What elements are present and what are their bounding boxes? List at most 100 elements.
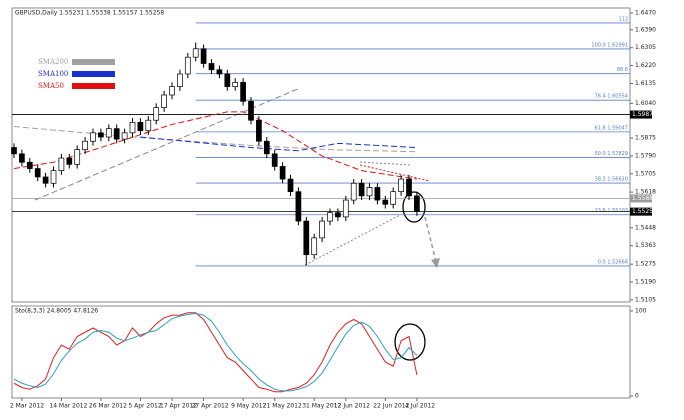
candle-body [58,157,65,172]
candle-body [145,119,152,132]
candle-body [256,119,262,142]
drawings [34,87,440,361]
candle-body [19,153,25,163]
y-tick-label: 1.5448 [635,224,656,231]
fib-label: 76.4 1.60554 [595,94,628,100]
fib-label: 61.8 1.59047 [595,125,628,131]
candle-body [26,161,33,169]
y-tick-label: 0 [635,393,639,400]
candle-body [240,82,246,102]
y-tick-label: 1.6305 [635,44,656,51]
x-tick-label: 4 Jul 2012 [405,403,435,410]
candle-body [208,63,215,71]
x-tick-label: 2 Mar 2012 [10,403,44,410]
x-tick-label: 26 Mar 2012 [89,403,127,410]
candle-body [271,153,278,167]
y-tick-label: 1.5105 [635,296,656,303]
legend-swatch [72,71,115,77]
candle-body [169,86,175,96]
y-tick-label: 1.5790 [635,152,656,159]
candle-body [398,178,404,193]
sma-line [13,111,417,180]
highlight-circle [402,191,426,223]
arrow-head [431,258,440,268]
legend-label: SMA200 [38,58,68,66]
candle-body [342,199,349,218]
y-tick-label: 1.5190 [635,279,656,286]
price-label: 1.5987 [632,111,653,118]
trend-line [304,214,401,266]
trend-line [34,87,301,201]
candle-body [327,212,333,222]
sma-line [140,136,417,152]
fib-label: 23.6 1.55103 [595,208,628,214]
candle-body [295,191,302,222]
y-tick-label: 1.5875 [635,135,656,142]
candle-body [105,128,112,138]
candle-body [382,199,389,205]
main-panel [11,7,631,303]
candle-body [311,237,318,256]
candle-body [303,220,310,256]
stochastic-line [13,313,418,392]
y-tick-label: 1.6470 [635,10,656,17]
candle-body [390,191,397,205]
x-tick-label: 14 Mar 2012 [49,403,87,410]
y-tick-label: 1.6135 [635,80,656,87]
stochastic-line [13,312,418,393]
fib-label: 112 [618,16,628,22]
y-tick-label: 1.5705 [635,170,656,177]
x-tick-label: 5 Apr 2012 [128,403,161,410]
candle-body [200,48,207,64]
x-tick-label: 9 May 2012 [231,403,266,410]
price-label: 1.5525 [632,208,653,215]
legend-label: SMA100 [38,70,68,78]
candle-body [42,176,49,184]
candle-body [98,132,104,138]
candle-body [192,48,199,58]
candle-body [406,178,412,197]
legend-label: SMA50 [38,82,64,90]
candle-body [113,128,120,140]
x-tick-label: 21 May 2012 [263,403,302,410]
candle-body [350,182,357,201]
candle-body [263,140,270,155]
sma-line [13,126,417,153]
candle-body [319,220,325,239]
candle-body [177,73,183,87]
candle-body [121,132,128,140]
indicator-title: Sto(8,3,3) 24.8005 47.8126 [15,308,98,315]
price-box [630,194,652,203]
price-box [630,207,652,216]
candle-body [34,168,41,178]
candle-body [11,147,17,155]
legend-swatch [72,59,115,65]
candle-body [335,212,341,218]
x-tick-label: 22 Jun 2012 [373,403,409,410]
fib-label: 88.6 [617,67,628,73]
trend-line [359,161,411,166]
trend-line [359,164,431,182]
y-tick-label: 1.5275 [635,261,656,268]
x-tick-label: 27 Apr 2012 [192,403,229,410]
candle-body [248,100,254,121]
candle-body [224,73,231,87]
candle-body [137,121,144,132]
candle-body [366,187,373,197]
candle-body [216,69,223,75]
fib-label: 50.0 1.57829 [595,151,628,157]
y-tick-label: 1.6220 [635,62,656,69]
y-tick-label: 1.6040 [635,100,656,107]
x-tick-label: 17 Apr 2012 [160,403,197,410]
candle-body [374,187,381,201]
price-box [630,110,652,119]
candle-body [66,157,73,165]
x-tick-label: 31 May 2012 [302,403,341,410]
candle-body [90,132,96,142]
candle-body [414,195,420,212]
candle-body [279,166,286,180]
candle-body [232,82,239,87]
candle-body [161,94,167,108]
fib-label: 0.0 1.52666 [598,259,628,265]
